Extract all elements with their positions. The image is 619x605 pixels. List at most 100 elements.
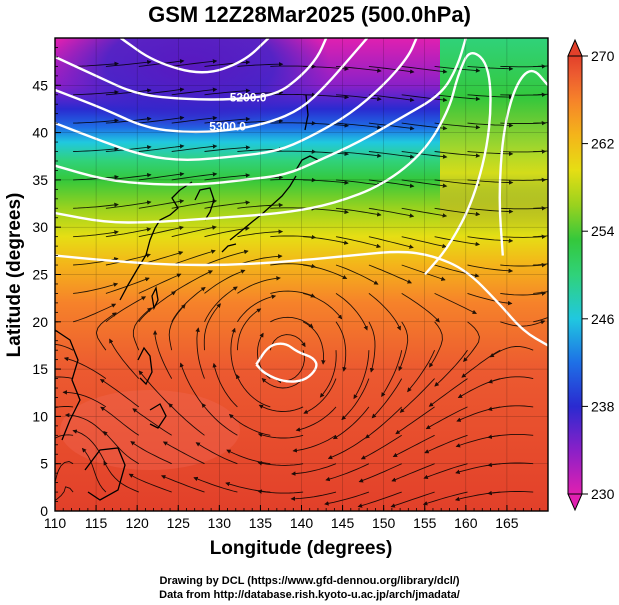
philippines-luzon xyxy=(137,346,153,386)
height-contour-5400 xyxy=(55,38,418,161)
streamline xyxy=(105,253,151,266)
streamline xyxy=(487,405,534,411)
streamline xyxy=(368,94,415,103)
streamline xyxy=(335,179,382,187)
streamline xyxy=(335,321,347,372)
streamline xyxy=(195,327,205,379)
streamline xyxy=(64,412,107,436)
streamline xyxy=(171,115,218,124)
streamline xyxy=(105,200,152,209)
streamline xyxy=(368,207,415,218)
streamline xyxy=(360,434,402,460)
streamline xyxy=(55,406,74,409)
streamline xyxy=(171,59,218,67)
streamline xyxy=(72,303,117,323)
streamline xyxy=(335,236,382,249)
streamline xyxy=(204,88,251,96)
streamline xyxy=(201,403,238,436)
streamline xyxy=(138,171,185,181)
streamline xyxy=(103,430,140,465)
streamline xyxy=(467,179,514,185)
china-coast xyxy=(119,181,193,301)
streamline xyxy=(353,350,370,400)
streamline xyxy=(401,65,448,74)
streamline xyxy=(138,199,185,209)
streamline xyxy=(161,475,205,493)
streamline xyxy=(152,330,173,379)
streamline xyxy=(533,150,548,152)
streamline xyxy=(467,207,514,214)
streamline xyxy=(335,264,379,285)
streamline xyxy=(55,486,74,502)
streamline xyxy=(105,59,152,67)
streamline xyxy=(168,403,205,436)
streamline xyxy=(467,151,514,157)
y-tick-label: 30 xyxy=(32,219,48,235)
philippines-mindanao xyxy=(149,403,167,429)
colorbar-tick-label: 238 xyxy=(591,398,615,414)
height-contour-5700 xyxy=(55,250,548,347)
colorbar-tick-label: 230 xyxy=(591,486,615,502)
colorbar-bar xyxy=(567,55,583,495)
streamline xyxy=(428,378,468,407)
streamline xyxy=(204,200,251,209)
streamline xyxy=(407,350,436,393)
streamline xyxy=(258,404,304,412)
streamline xyxy=(368,151,415,159)
height-contours xyxy=(55,38,548,383)
streamline xyxy=(138,225,184,238)
japan-honshu xyxy=(229,175,297,241)
streamline xyxy=(257,489,304,494)
streamline xyxy=(489,346,534,358)
y-tick-label: 10 xyxy=(32,408,48,424)
streamline xyxy=(138,291,177,323)
streamline xyxy=(500,234,547,239)
coastlines xyxy=(55,94,319,501)
streamline xyxy=(204,116,251,124)
streamline xyxy=(335,293,368,331)
colorbar-tick-label: 254 xyxy=(591,223,615,239)
streamline xyxy=(138,273,182,294)
streamline xyxy=(105,296,147,323)
streamline xyxy=(109,338,140,379)
streamline xyxy=(434,94,481,102)
streamline xyxy=(302,321,326,365)
colorbar-tick-label: 246 xyxy=(591,311,615,327)
streamline xyxy=(237,276,281,294)
japan-hokkaido xyxy=(295,155,319,171)
streamline xyxy=(168,304,186,351)
streamline xyxy=(55,376,74,380)
streamline xyxy=(368,264,412,284)
streamline xyxy=(368,122,415,131)
streamline xyxy=(73,282,119,294)
y-tick-label: 45 xyxy=(32,77,48,93)
y-tick-label: 35 xyxy=(32,172,48,188)
streamline xyxy=(487,376,534,384)
y-axis-label: Latitude (degrees) xyxy=(4,193,25,358)
x-tick-label: 155 xyxy=(413,515,437,531)
streamline xyxy=(364,406,403,439)
streamline xyxy=(95,312,117,351)
streamline xyxy=(73,174,119,181)
streamline xyxy=(500,320,546,327)
streamline xyxy=(533,122,548,124)
streamline xyxy=(401,94,448,103)
streamline xyxy=(335,94,382,102)
streamline xyxy=(368,179,415,189)
streamline xyxy=(424,434,468,454)
y-tick-label: 15 xyxy=(32,361,48,377)
y-tick-label: 20 xyxy=(32,314,48,330)
y-tick-label: 25 xyxy=(32,267,48,283)
streamline xyxy=(467,264,514,273)
streamline xyxy=(105,277,150,294)
streamline xyxy=(303,264,348,280)
streamline xyxy=(487,490,534,496)
height-contour-5500 xyxy=(55,38,467,186)
streamline xyxy=(368,293,401,331)
streamline xyxy=(434,151,481,158)
streamline xyxy=(204,249,249,266)
streamline xyxy=(171,172,218,181)
streamline xyxy=(467,236,514,243)
streamline xyxy=(467,292,513,306)
streamline xyxy=(226,449,271,465)
